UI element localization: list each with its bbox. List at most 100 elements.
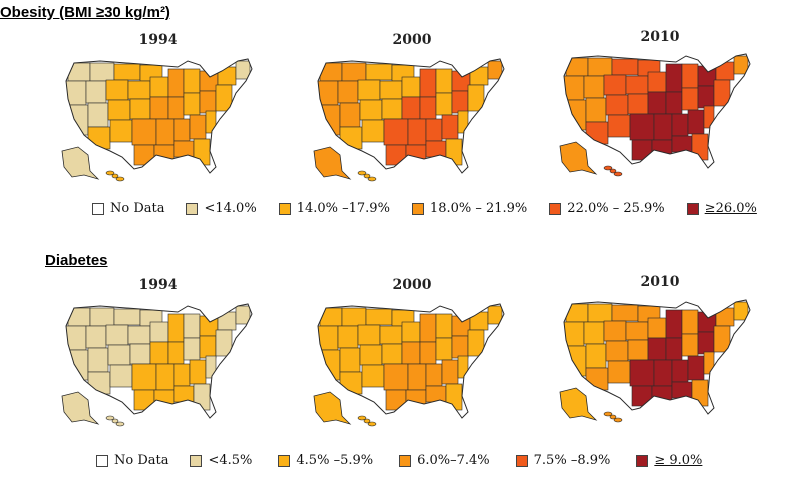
state-region <box>585 367 609 391</box>
legend-swatch <box>92 202 104 215</box>
diabetes-map-2000 <box>313 303 505 427</box>
state-region <box>183 68 201 94</box>
state-region <box>107 344 131 366</box>
state-region <box>85 80 107 104</box>
state-region <box>607 360 631 384</box>
hawaii-region <box>115 421 125 427</box>
state-region <box>235 305 251 325</box>
legend-label: 4.5% –5.9% <box>296 453 374 468</box>
state-region <box>687 355 705 381</box>
state-region <box>359 344 383 366</box>
state-region <box>113 308 141 326</box>
state-region <box>217 311 237 331</box>
hawaii-region <box>363 418 371 424</box>
legend-item-lt14: <14.0% <box>186 201 257 216</box>
state-region <box>469 66 489 86</box>
us-outline <box>65 303 253 419</box>
state-region <box>67 307 91 327</box>
state-region <box>149 321 169 343</box>
state-region <box>89 307 115 327</box>
hawaii-region <box>613 171 623 177</box>
state-region <box>583 75 605 99</box>
state-region <box>467 329 485 357</box>
legend-label: 14.0% –17.9% <box>296 201 390 216</box>
state-region <box>625 75 649 95</box>
legend-label: <14.0% <box>204 201 257 216</box>
state-region <box>183 337 201 361</box>
legend-item-lt4-5: <4.5% <box>190 453 252 468</box>
state-region <box>341 62 367 82</box>
map-states <box>66 305 251 411</box>
state-region <box>665 309 683 339</box>
state-region <box>183 313 201 339</box>
state-region <box>407 363 427 391</box>
state-region <box>105 79 129 101</box>
hawaii-region <box>357 170 367 176</box>
state-region <box>381 98 403 120</box>
state-region <box>425 363 443 387</box>
state-region <box>565 57 589 77</box>
state-region <box>697 85 715 109</box>
state-region <box>587 57 613 77</box>
state-region <box>697 331 715 355</box>
state-region <box>681 309 699 335</box>
state-region <box>337 325 359 349</box>
state-region <box>173 140 195 158</box>
obesity-year-2000: 2000 <box>392 32 432 48</box>
us-outline <box>317 58 505 174</box>
map-states <box>318 60 503 166</box>
state-region <box>715 307 735 327</box>
state-region <box>319 307 343 327</box>
hawaii-region <box>613 417 623 423</box>
state-region <box>189 359 207 385</box>
state-region <box>681 333 699 357</box>
state-region <box>365 63 393 81</box>
hawaii-region <box>357 415 367 421</box>
us-outline <box>65 58 253 174</box>
legend-swatch <box>186 202 199 215</box>
state-region <box>435 68 453 94</box>
map-states <box>318 305 503 411</box>
state-region <box>205 355 217 379</box>
map-states <box>564 55 749 161</box>
state-region <box>703 351 715 375</box>
obesity-year-1994: 1994 <box>138 32 178 48</box>
state-region <box>647 337 667 361</box>
legend-item-7-5-8-9: 7.5% –8.9% <box>515 453 610 468</box>
state-region <box>487 305 503 325</box>
obesity-section-title: Obesity (BMI ≥30 kg/m²) <box>0 4 170 21</box>
state-region <box>173 118 191 142</box>
state-region <box>379 325 403 345</box>
state-region <box>105 324 129 346</box>
state-region <box>605 340 629 362</box>
obesity-map-2010 <box>559 53 751 177</box>
state-region <box>665 63 683 93</box>
state-region <box>113 63 141 81</box>
state-region <box>469 311 489 331</box>
diabetes-year-1994: 1994 <box>138 277 178 293</box>
state-region <box>339 102 361 128</box>
legend-label: 18.0% – 21.9% <box>429 201 528 216</box>
state-region <box>419 68 437 98</box>
state-region <box>167 313 185 343</box>
legend-item-no-data: No Data <box>96 453 168 468</box>
state-region <box>611 58 639 76</box>
state-region <box>713 325 731 353</box>
legend-swatch <box>96 454 108 467</box>
state-region <box>85 325 107 349</box>
state-region <box>385 144 407 166</box>
hawaii-region <box>603 165 613 171</box>
state-region <box>183 92 201 116</box>
state-region <box>407 118 427 146</box>
state-region <box>217 66 237 86</box>
state-region <box>69 104 89 136</box>
legend-item-26: ≥26.0% <box>686 201 757 216</box>
state-region <box>133 389 155 411</box>
us-outline <box>563 53 751 169</box>
diabetes-section-title: Diabetes <box>45 252 108 269</box>
state-region <box>131 118 157 146</box>
state-region <box>457 355 469 379</box>
state-region <box>565 303 589 323</box>
state-region <box>339 371 363 395</box>
state-region <box>109 364 133 388</box>
